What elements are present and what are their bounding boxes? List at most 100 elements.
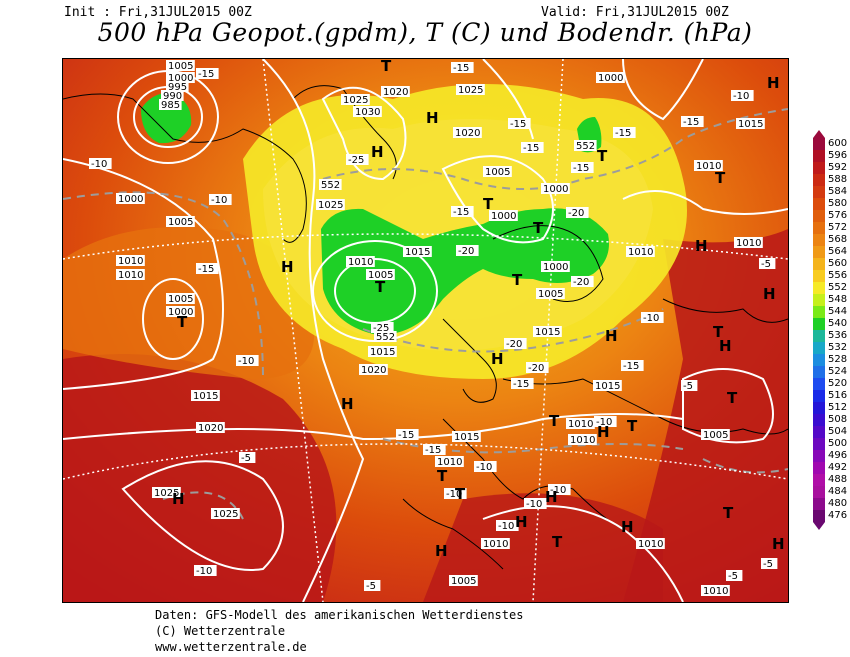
legend-entry: 532	[810, 342, 850, 354]
temperature-label-box	[524, 498, 547, 509]
legend-swatch	[813, 150, 825, 162]
pressure-label: 1015	[405, 247, 430, 258]
pressure-label-box	[152, 487, 181, 498]
low-pressure-marker: T	[727, 389, 738, 407]
temperature-label: -15	[513, 379, 529, 390]
legend-entry: 496	[810, 450, 850, 462]
weather-map: 1005 1000 995 990 985 1000 1005 1010 1010 1005 100…	[62, 58, 789, 603]
pressure-label-box	[541, 261, 570, 272]
temperature-label: -5	[761, 259, 771, 270]
low-pressure-marker: T	[455, 485, 466, 503]
legend-value: 548	[828, 294, 848, 305]
pressure-label: 1025	[154, 488, 179, 499]
legend-entry: 484	[810, 486, 850, 498]
legend-swatch	[813, 282, 825, 294]
legend-value: 496	[828, 450, 848, 461]
pressure-label: 1005	[538, 289, 563, 300]
legend-entry: 500	[810, 438, 850, 450]
temperature-label: -10	[476, 462, 492, 473]
valid-time: Valid: Fri,31JUL2015 00Z	[541, 5, 729, 20]
legend-value: 580	[828, 198, 848, 209]
legend-swatch	[813, 414, 825, 426]
height-label-box	[374, 331, 397, 342]
temperature-label-box	[423, 444, 446, 455]
temperature-label: -5	[728, 571, 738, 582]
map-labels: 1005100099599098510001005101010101005100…	[89, 59, 785, 597]
high-pressure-marker: H	[767, 74, 780, 92]
pressure-label-box	[166, 293, 195, 304]
height-label: 552	[321, 180, 340, 191]
pressure-label-box	[166, 81, 189, 92]
legend-entry: 548	[810, 294, 850, 306]
legend-value: 516	[828, 390, 848, 401]
temperature-label: -10	[446, 489, 462, 500]
legend-top-arrow	[813, 130, 825, 138]
legend-value: 536	[828, 330, 848, 341]
map-title: 500 hPa Geopot.(gpdm), T (C) und Bodendr…	[97, 18, 753, 47]
pressure-label-box	[368, 346, 397, 357]
pressure-label-box	[161, 90, 184, 101]
legend-entry: 572	[810, 222, 850, 234]
pressure-label: 1005	[168, 294, 193, 305]
temperature-label-box	[194, 565, 217, 576]
pressure-label-box	[701, 585, 730, 596]
pressure-label-box	[701, 429, 730, 440]
pressure-label-box	[166, 72, 195, 83]
legend-value: 568	[828, 234, 848, 245]
low-pressure-marker: T	[533, 219, 544, 237]
legend-swatch	[813, 474, 825, 486]
legend-value: 584	[828, 186, 848, 197]
temperature-label: -5	[683, 381, 693, 392]
legend-swatch	[813, 186, 825, 198]
temperature-label: -10	[196, 566, 212, 577]
high-pressure-marker: H	[426, 109, 439, 127]
low-pressure-marker: T	[177, 313, 188, 331]
pressure-label-box	[116, 193, 145, 204]
legend-entry: 568	[810, 234, 850, 246]
pressure-label: 1000	[168, 307, 193, 318]
temperature-label: -15	[453, 207, 469, 218]
footer-url: www.wetterzentrale.de	[155, 640, 307, 654]
pressure-label-box	[116, 269, 145, 280]
pressure-label: 990	[163, 91, 182, 102]
low-pressure-marker: T	[381, 59, 392, 75]
pressure-label-box	[196, 422, 225, 433]
legend-entry: 544	[810, 306, 850, 318]
legend-entry: 600	[810, 138, 850, 150]
temperature-label-box	[731, 90, 754, 101]
temperature-label: -5	[763, 559, 773, 570]
temperature-label: -25	[348, 155, 364, 166]
pressure-label: 1010	[437, 457, 462, 468]
legend-entry: 520	[810, 378, 850, 390]
pressure-label-box	[596, 72, 625, 83]
legend-value: 512	[828, 402, 848, 413]
pressure-label-box	[452, 431, 481, 442]
temperature-label-box	[451, 62, 474, 73]
legend-swatch	[813, 462, 825, 474]
pressure-label-box	[435, 456, 464, 467]
pressure-label-box	[116, 255, 145, 266]
legend-value: 504	[828, 426, 848, 437]
temperature-label-box	[759, 258, 776, 269]
pressure-label-box	[166, 306, 195, 317]
pressure-label: 1010	[570, 435, 595, 446]
low-pressure-marker: T	[437, 467, 448, 485]
pressure-label-box	[636, 538, 665, 549]
pressure-label-box	[568, 434, 597, 445]
warm-east-region	[623, 229, 788, 602]
legend-value: 588	[828, 174, 848, 185]
legend-swatch	[813, 330, 825, 342]
temperature-label: -20	[568, 208, 584, 219]
legend-swatch	[813, 438, 825, 450]
init-time: Init : Fri,31JUL2015 00Z	[64, 5, 252, 20]
warm-south-region	[423, 493, 663, 602]
temperature-label-box	[444, 488, 467, 499]
pressure-label-box	[489, 210, 518, 221]
high-pressure-marker: H	[545, 488, 558, 506]
pressure-label-box	[453, 127, 482, 138]
pressure-label-box	[449, 575, 478, 586]
temperature-label: -10	[733, 91, 749, 102]
pressure-label: 1020	[198, 423, 223, 434]
legend-swatch	[813, 138, 825, 150]
pressure-label: 995	[168, 82, 187, 93]
